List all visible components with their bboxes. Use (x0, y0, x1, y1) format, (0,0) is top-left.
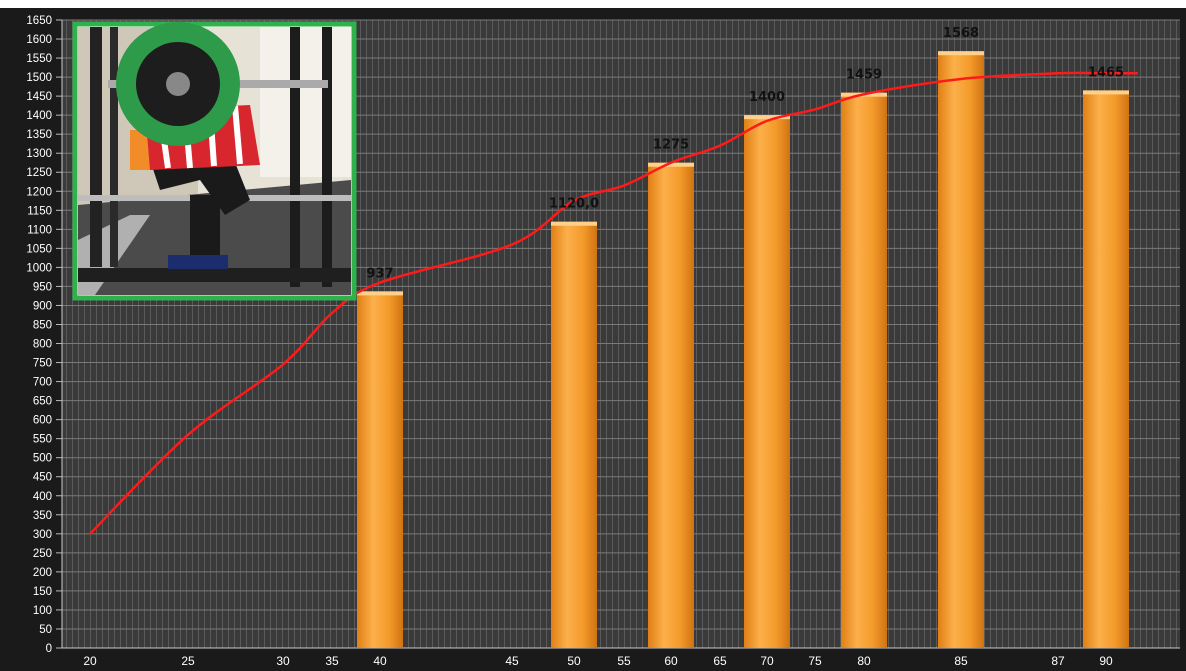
bar (1083, 90, 1129, 649)
bars (357, 51, 1129, 649)
bar (744, 115, 790, 649)
x-tick-label: 90 (1099, 654, 1113, 668)
x-tick-label: 45 (505, 654, 519, 668)
bar-data-label: 937 (366, 266, 393, 281)
y-tick-label: 600 (33, 415, 52, 427)
x-tick-label: 70 (760, 654, 774, 668)
bar-data-label: 1459 (846, 68, 882, 83)
y-tick-label: 150 (33, 586, 52, 598)
x-tick-label: 85 (954, 654, 968, 668)
bar-cap (744, 115, 790, 120)
y-tick-label: 1000 (26, 262, 52, 274)
x-tick-label: 80 (857, 654, 871, 668)
y-tick-label: 100 (33, 605, 52, 617)
y-tick-label: 200 (33, 567, 52, 579)
y-tick-label: 1200 (26, 186, 52, 198)
bar-data-label: 1120,0 (549, 197, 599, 212)
bar-data-label: 1275 (653, 138, 689, 153)
y-tick-label: 350 (33, 510, 52, 522)
y-tick-label: 1450 (26, 91, 52, 103)
y-tick-label: 1300 (26, 148, 52, 160)
y-tick-label: 250 (33, 548, 52, 560)
bar (357, 291, 403, 648)
y-tick-label: 700 (33, 377, 52, 389)
x-tick-label: 75 (808, 654, 822, 668)
bar-data-label: 1465 (1088, 65, 1124, 80)
bar-data-label: 1568 (943, 26, 979, 41)
y-tick-label: 450 (33, 472, 52, 484)
bar-data-label: 1400 (749, 90, 785, 105)
x-tick-label: 30 (276, 654, 290, 668)
bar-cap (551, 221, 597, 226)
y-tick-label: 1100 (27, 224, 52, 236)
y-tick-label: 300 (33, 529, 52, 541)
x-tick-label: 60 (664, 654, 678, 668)
x-tick-label: 40 (373, 654, 387, 668)
x-axis-ticks: 20 25 30 35 40 45 50 55 60 65 70 75 80 85 87 90 (83, 654, 1113, 668)
y-tick-label: 750 (33, 358, 52, 370)
bar (841, 92, 887, 649)
y-tick-label: 1400 (26, 110, 52, 122)
y-axis-ticks: 0 50 100 150 200 250 300 350 400 450 500 550 600 650 7… (26, 15, 62, 655)
y-tick-label: 1150 (27, 205, 52, 217)
x-tick-label: 50 (567, 654, 581, 668)
x-tick-label: 87 (1051, 654, 1065, 668)
y-tick-label: 500 (33, 453, 52, 465)
bar (648, 162, 694, 648)
y-tick-label: 0 (46, 643, 52, 655)
bar-cap (648, 162, 694, 167)
trend-line-layer (89, 71, 1138, 535)
bar-cap (938, 51, 984, 56)
y-tick-label: 1250 (26, 167, 52, 179)
bar-cap (1083, 90, 1129, 95)
squat-lift-photo (72, 21, 357, 301)
x-tick-label: 20 (83, 654, 97, 668)
bar-cap (357, 291, 403, 296)
x-tick-label: 35 (325, 654, 339, 668)
trend-line (89, 71, 1138, 535)
y-tick-label: 400 (33, 491, 52, 503)
y-tick-label: 1650 (26, 15, 52, 27)
x-tick-label: 55 (617, 654, 631, 668)
y-tick-label: 650 (33, 396, 52, 408)
y-tick-label: 1350 (26, 129, 52, 141)
y-tick-label: 800 (33, 339, 52, 351)
y-tick-label: 50 (39, 624, 52, 636)
y-tick-label: 1550 (26, 53, 52, 65)
data-labels: 937 1120,0 1275 1400 1459 1568 1465 (366, 26, 1124, 281)
x-tick-label: 25 (181, 654, 195, 668)
bar (938, 51, 984, 648)
y-tick-label: 550 (33, 434, 52, 446)
y-tick-label: 950 (33, 281, 52, 293)
gridlines (61, 19, 1180, 649)
bar (551, 221, 597, 649)
y-tick-label: 1050 (26, 243, 52, 255)
y-tick-label: 1500 (26, 72, 52, 84)
x-tick-label: 65 (713, 654, 727, 668)
y-tick-label: 1600 (26, 34, 52, 46)
y-tick-label: 900 (33, 300, 52, 312)
y-tick-label: 850 (33, 319, 52, 331)
